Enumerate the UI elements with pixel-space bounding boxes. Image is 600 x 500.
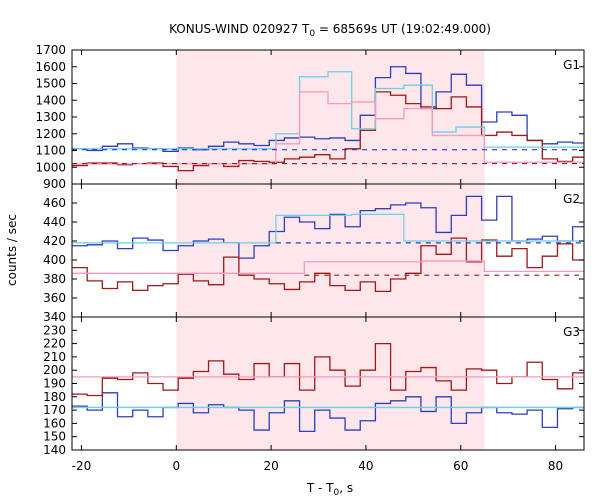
panels: 90010001100120013001400150016001700G1340…: [35, 43, 585, 473]
x-tick-label: 40: [358, 459, 373, 473]
shaded-interval: [176, 184, 485, 317]
y-tick-label: 1100: [35, 144, 66, 158]
x-tick-label: 60: [453, 459, 468, 473]
y-tick-label: 420: [43, 234, 66, 248]
panel-label-g2: G2: [563, 192, 580, 206]
series-curve-dark-red: [72, 91, 584, 172]
x-tick-label: 0: [172, 459, 180, 473]
y-tick-label: 210: [43, 350, 66, 364]
y-tick-label: 1500: [35, 77, 66, 91]
series-curve-dark-blue: [72, 66, 584, 152]
series-curve-light-blue: [72, 213, 584, 244]
series-curve-pink: [72, 260, 584, 274]
series-curve-dark-red: [72, 342, 584, 397]
chart-title: KONUS-WIND 020927 T0 = 68569s UT (19:02:…: [169, 22, 491, 39]
panel-label-g1: G1: [563, 58, 580, 72]
series-curve-light-blue: [72, 71, 584, 150]
series-curve-dark-red: [72, 237, 584, 292]
x-tick-label: 80: [548, 459, 563, 473]
series-curve-dark-blue: [72, 392, 584, 433]
y-tick-label: 1600: [35, 60, 66, 74]
y-tick-label: 230: [43, 323, 66, 337]
panel-g1: 900 1000 1100 1200 1300 1400 1500 1600 1700 G1: [35, 43, 585, 191]
y-tick-label: 1400: [35, 93, 66, 107]
y-tick-label: 400: [43, 253, 66, 267]
y-tick-label: 1000: [35, 160, 66, 174]
series-group: [72, 342, 584, 433]
y-tick-label: 150: [43, 430, 66, 444]
y-tick-label: 160: [43, 416, 66, 430]
x-tick-label: -20: [72, 459, 92, 473]
y-tick-label: 170: [43, 403, 66, 417]
panel-g2: 340 360 380 400 420 440 460 G2: [43, 183, 585, 324]
y-axis-label: counts / sec: [5, 214, 19, 286]
x-tick-label: 20: [263, 459, 278, 473]
shaded-interval: [176, 317, 485, 450]
y-tick-label: 1700: [35, 43, 66, 57]
y-tick-label: 200: [43, 363, 66, 377]
y-tick-label: 360: [43, 291, 66, 305]
y-tick-label: 440: [43, 215, 66, 229]
y-tick-label: 190: [43, 377, 66, 391]
y-tick-label: 900: [43, 177, 66, 191]
y-tick-label: 1200: [35, 127, 66, 141]
y-tick-label: 380: [43, 272, 66, 286]
y-tick-label: 140: [43, 443, 66, 457]
x-axis-label: T - T0, s: [306, 481, 353, 498]
y-tick-label: 460: [43, 196, 66, 210]
series-group: [72, 195, 584, 292]
panel-label-g3: G3: [563, 325, 580, 339]
y-tick-label: 340: [43, 310, 66, 324]
series-group: [72, 66, 584, 172]
series-curve-dark-blue: [72, 195, 584, 259]
y-tick-label: 1300: [35, 110, 66, 124]
series-curve-pink: [72, 91, 584, 165]
y-tick-label: 220: [43, 337, 66, 351]
y-tick-label: 180: [43, 390, 66, 404]
